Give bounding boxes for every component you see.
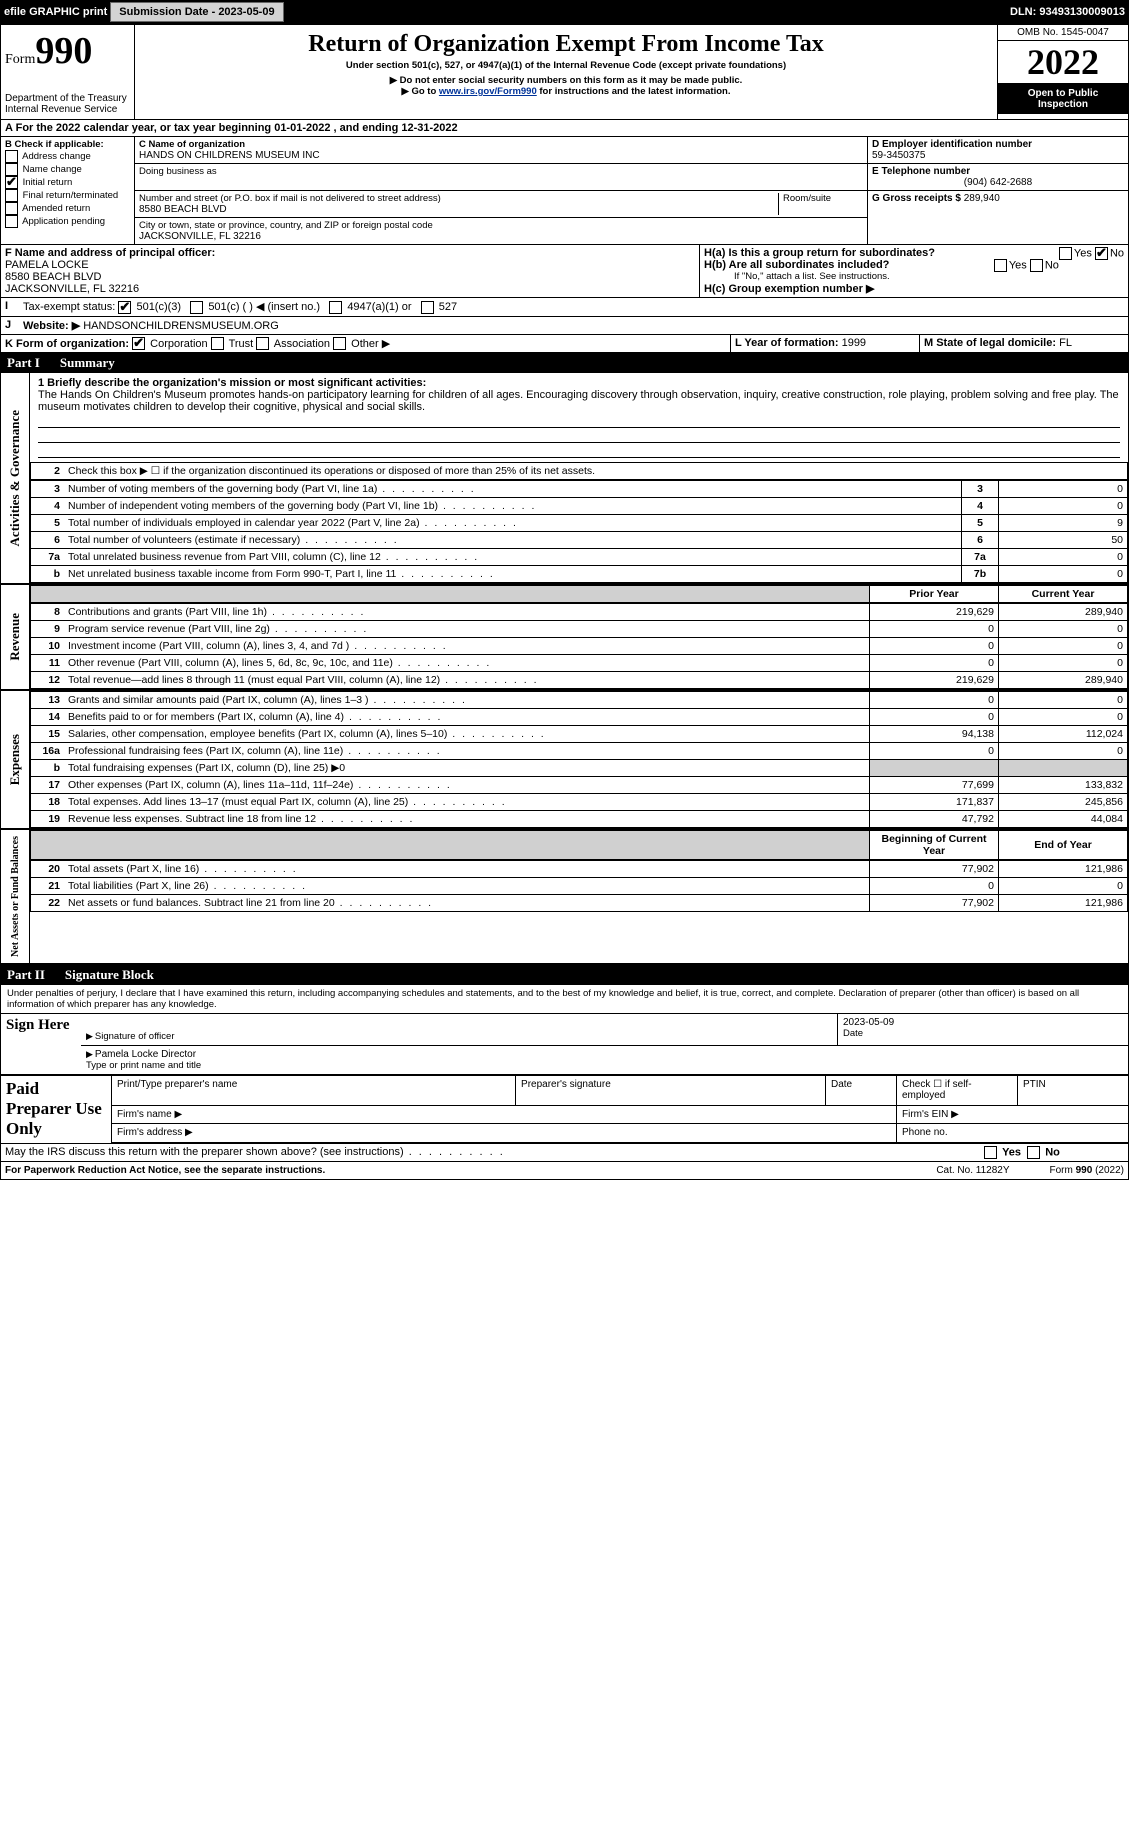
netassets-section: Net Assets or Fund Balances Beginning of… [1, 830, 1128, 965]
D-label: D Employer identification number [872, 139, 1124, 150]
G-label: G Gross receipts $ [872, 193, 961, 204]
form-990: Form990 Department of the Treasury Inter… [0, 24, 1129, 1180]
ssn-note: ▶ Do not enter social security numbers o… [139, 75, 993, 86]
form-number: 990 [35, 30, 92, 72]
check-final[interactable] [5, 189, 18, 202]
dept-treasury: Department of the Treasury [5, 93, 130, 104]
room-label: Room/suite [778, 193, 863, 215]
part1-header: Part ISummary [1, 353, 1128, 373]
org-name: HANDS ON CHILDRENS MUSEUM INC [139, 150, 863, 161]
check-amended[interactable] [5, 202, 18, 215]
penalty-statement: Under penalties of perjury, I declare th… [1, 985, 1128, 1014]
dln-label: DLN: 93493130009013 [1010, 6, 1125, 18]
omb-number: OMB No. 1545-0047 [998, 25, 1128, 40]
line-KLM: K Form of organization: Corporation Trus… [1, 335, 1128, 354]
phone-value: (904) 642-2688 [872, 177, 1124, 188]
line-J: J Website: ▶ HANDSONCHILDRENSMUSEUM.ORG [1, 317, 1128, 335]
paid-preparer-block: Paid Preparer Use Only Print/Type prepar… [1, 1074, 1128, 1143]
officer-addr1: 8580 BEACH BLVD [5, 271, 695, 283]
F-label: F Name and address of principal officer: [5, 247, 695, 259]
form-footer: For Paperwork Reduction Act Notice, see … [1, 1162, 1128, 1179]
sign-here-block: Sign Here Signature of officer 2023-05-0… [1, 1014, 1128, 1074]
E-label: E Telephone number [872, 166, 1124, 177]
topbar: efile GRAPHIC print Submission Date - 20… [0, 0, 1129, 24]
officer-typed-name: Pamela Locke Director [86, 1049, 1123, 1060]
dba-label: Doing business as [139, 166, 863, 177]
irs-link[interactable]: www.irs.gov/Form990 [439, 86, 537, 97]
officer-name: PAMELA LOCKE [5, 259, 695, 271]
form-subtitle: Under section 501(c), 527, or 4947(a)(1)… [139, 60, 993, 71]
line-A: A For the 2022 calendar year, or tax yea… [1, 120, 462, 136]
discuss-question: May the IRS discuss this return with the… [1, 1144, 980, 1161]
org-city: JACKSONVILLE, FL 32216 [139, 231, 863, 242]
goto-note: ▶ Go to www.irs.gov/Form990 for instruct… [139, 86, 993, 97]
officer-addr2: JACKSONVILLE, FL 32216 [5, 283, 695, 295]
gross-receipts: 289,940 [964, 193, 1000, 204]
efile-label: efile GRAPHIC print [4, 6, 107, 18]
tax-year: 2022 [998, 40, 1128, 84]
check-address[interactable] [5, 150, 18, 163]
revenue-section: Revenue Prior YearCurrent Year 8Contribu… [1, 585, 1128, 691]
form-title: Return of Organization Exempt From Incom… [139, 31, 993, 58]
B-label: B Check if applicable: [5, 139, 130, 150]
check-initial[interactable] [5, 176, 18, 189]
ein-value: 59-3450375 [872, 150, 1124, 161]
line-I: I Tax-exempt status: 501(c)(3) 501(c) ( … [1, 298, 1128, 317]
section-FH: F Name and address of principal officer:… [1, 245, 1128, 298]
addr-label: Number and street (or P.O. box if mail i… [139, 193, 778, 204]
website-value: HANDSONCHILDRENSMUSEUM.ORG [83, 320, 279, 332]
city-label: City or town, state or province, country… [139, 220, 863, 231]
governance-section: Activities & Governance 1 Briefly descri… [1, 373, 1128, 585]
dept-irs: Internal Revenue Service [5, 104, 130, 115]
mission-text: The Hands On Children's Museum promotes … [38, 389, 1120, 413]
part2-header: Part IISignature Block [1, 965, 1128, 985]
open-public: Open to Public Inspection [998, 84, 1128, 114]
expenses-section: Expenses 13Grants and similar amounts pa… [1, 691, 1128, 830]
check-pending[interactable] [5, 215, 18, 228]
form-prefix: Form [5, 52, 35, 67]
sig-date-value: 2023-05-09 [843, 1017, 1123, 1028]
form-header: Form990 Department of the Treasury Inter… [1, 25, 1128, 120]
section-BCDEG: B Check if applicable: Address change Na… [1, 137, 1128, 245]
sig-officer-label: Signature of officer [86, 1031, 832, 1042]
submission-date-button[interactable]: Submission Date - 2023-05-09 [110, 2, 283, 22]
org-address: 8580 BEACH BLVD [139, 204, 778, 215]
C-name-label: C Name of organization [139, 139, 863, 150]
